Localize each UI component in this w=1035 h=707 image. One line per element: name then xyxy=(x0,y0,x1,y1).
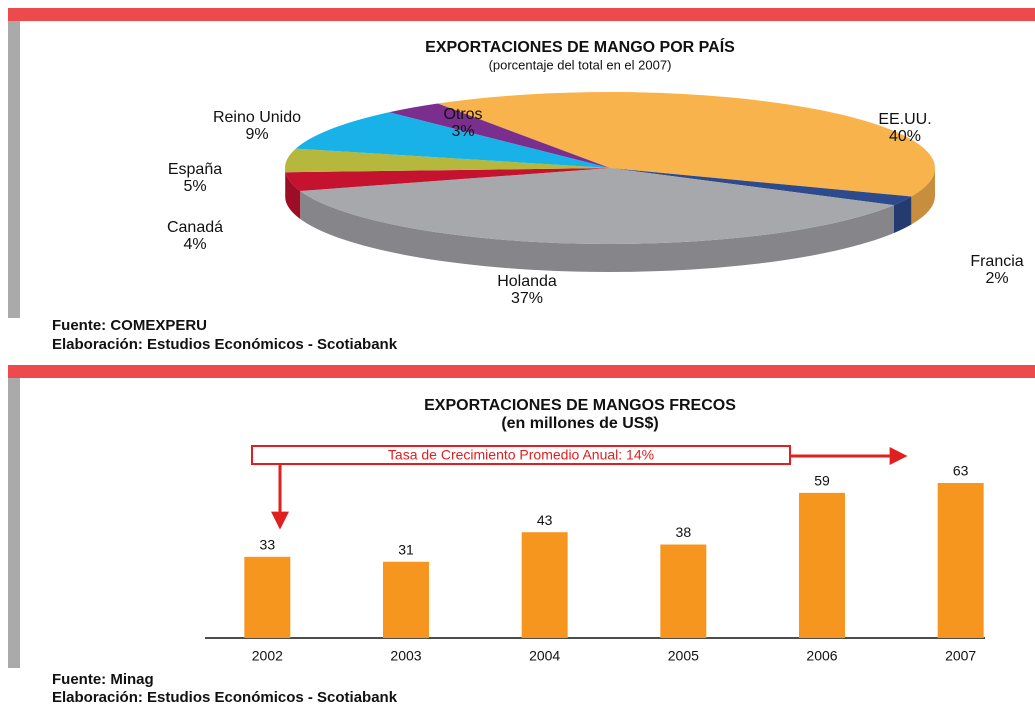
pie-slice-side xyxy=(911,168,935,225)
chart-title: EXPORTACIONES DE MANGOS FRECOS xyxy=(424,397,736,414)
pie-slice xyxy=(300,168,894,244)
x-tick-label: 2003 xyxy=(390,648,421,664)
pie-slice-side xyxy=(893,196,912,234)
x-tick-label: 2005 xyxy=(668,648,699,664)
x-tick-label: 2002 xyxy=(252,648,283,664)
credit: Elaboración: Estudios Económicos - Scoti… xyxy=(52,336,398,353)
pie-slice-side xyxy=(300,190,894,272)
data-label: 3% xyxy=(451,123,474,140)
pie-slice-side xyxy=(285,172,301,219)
data-label: 40% xyxy=(889,128,921,145)
source: Fuente: Minag xyxy=(52,671,154,688)
data-label: 37% xyxy=(511,290,543,307)
bar xyxy=(521,532,568,638)
data-label-name: Reino Unido xyxy=(213,109,301,126)
source: Fuente: COMEXPERU xyxy=(52,317,207,334)
pie-slice xyxy=(285,168,610,191)
chart-title: EXPORTACIONES DE MANGO POR PAÍS xyxy=(425,37,735,56)
pie-slice-side xyxy=(285,168,286,201)
data-label-name: Holanda xyxy=(497,273,557,290)
data-label: 5% xyxy=(183,178,206,195)
data-label-name: Otros xyxy=(443,106,482,123)
data-label-name: Francia xyxy=(970,253,1023,270)
pie-slice xyxy=(389,103,610,168)
data-label: 59 xyxy=(814,473,830,489)
x-tick-label: 2007 xyxy=(945,648,976,664)
data-label: 2% xyxy=(985,270,1008,287)
data-label: 63 xyxy=(953,463,969,479)
pie-slice xyxy=(437,91,935,197)
bar xyxy=(244,556,291,638)
header-band xyxy=(8,8,1035,21)
pie-slice xyxy=(285,148,610,173)
x-tick-label: 2004 xyxy=(529,648,560,664)
chart-subtitle: (porcentaje del total en el 2007) xyxy=(489,57,672,72)
bar xyxy=(937,483,984,638)
data-label: 4% xyxy=(183,236,206,253)
credit: Elaboración: Estudios Económicos - Scoti… xyxy=(52,689,398,706)
side-bar xyxy=(8,378,20,668)
data-label: 38 xyxy=(676,524,692,540)
data-label: 33 xyxy=(260,537,276,553)
data-label: 9% xyxy=(245,126,268,143)
x-tick-label: 2006 xyxy=(806,648,837,664)
data-label-name: Canadá xyxy=(167,219,223,236)
annotation: Tasa de Crecimiento Promedio Anual: 14% xyxy=(388,447,654,463)
bar xyxy=(799,492,845,638)
side-bar xyxy=(8,21,20,318)
data-label-name: España xyxy=(168,161,222,178)
chart-subtitle: (en millones de US$) xyxy=(501,415,658,432)
data-label: 43 xyxy=(537,512,553,528)
pie-slice xyxy=(295,112,610,168)
data-label: 31 xyxy=(398,541,414,557)
pie-slice xyxy=(610,168,912,206)
bar xyxy=(383,561,429,638)
header-band xyxy=(8,365,1035,378)
bar xyxy=(660,544,707,638)
data-label-name: EE.UU. xyxy=(878,111,931,128)
